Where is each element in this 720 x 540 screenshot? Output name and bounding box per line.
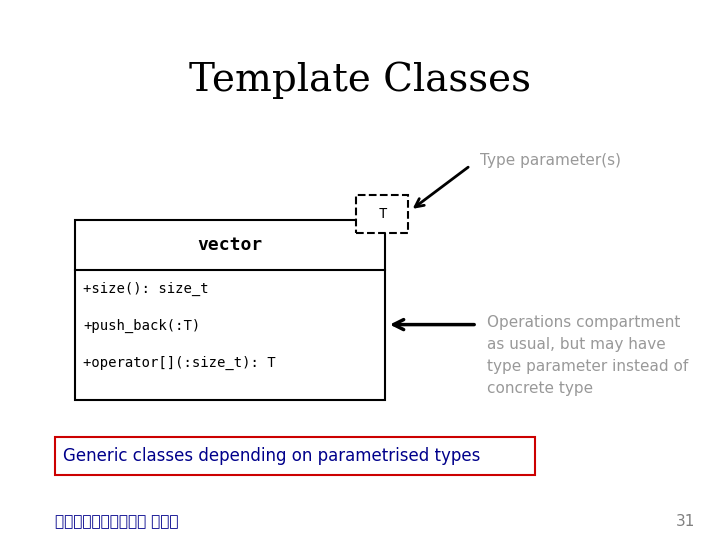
Text: +size(): size_t: +size(): size_t [83,282,209,296]
Text: +push_back(:T): +push_back(:T) [83,319,200,333]
Text: Operations compartment
as usual, but may have
type parameter instead of
concrete: Operations compartment as usual, but may… [487,315,688,396]
Text: Generic classes depending on parametrised types: Generic classes depending on parametrise… [63,447,480,465]
Bar [75,220,385,400]
Text: +operator[](:size_t): T: +operator[](:size_t): T [83,356,276,370]
Text: vector: vector [197,236,263,254]
Text: 交通大學資訊工程學系 蔡文能: 交通大學資訊工程學系 蔡文能 [55,515,179,530]
Text: 31: 31 [675,515,695,530]
Text: Template Classes: Template Classes [189,61,531,99]
Bar [356,195,408,233]
Bar [55,437,535,475]
Text: T: T [378,207,387,221]
Text: Type parameter(s): Type parameter(s) [480,153,621,168]
